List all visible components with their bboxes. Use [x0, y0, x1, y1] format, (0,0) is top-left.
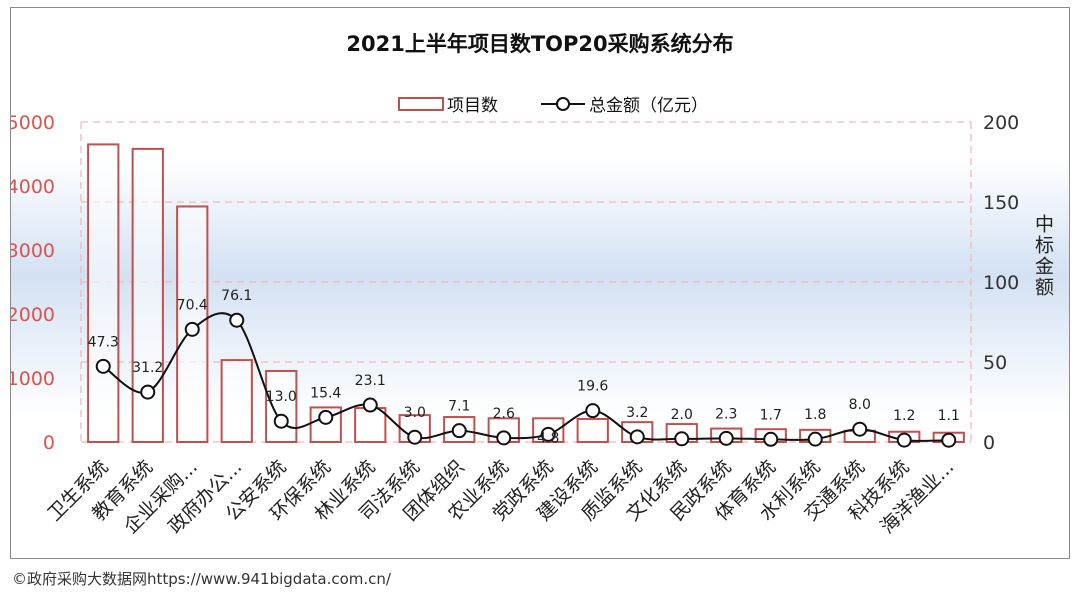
- line-point: [718, 430, 734, 446]
- point-value-label: 1.8: [804, 407, 826, 423]
- y-axis-left: 0 1000 2000 3000 4000 5000: [11, 112, 55, 454]
- point-labels: 47.3 31.2 70.4 76.1 13.0 15.4 23.1 3.0 7.1 2.6 4.8…: [88, 288, 960, 446]
- chart-title: 2021上半年项目数TOP20采购系统分布: [346, 32, 733, 56]
- line-point: [496, 430, 512, 446]
- footer-credit: ©政府采购大数据网https://www.941bigdata.com.cn/: [12, 570, 391, 588]
- legend-bar-label: 项目数: [447, 96, 498, 116]
- point-value-label: 8.0: [849, 397, 871, 413]
- chart-frame: 2021上半年项目数TOP20采购系统分布 项目数 总金额（亿元） 0 1000 2…: [10, 7, 1070, 559]
- line-point: [451, 423, 467, 439]
- line-point: [852, 421, 868, 437]
- line-point: [629, 429, 645, 445]
- point-value-label: 3.2: [626, 405, 648, 421]
- y-right-tick-label: 150: [983, 192, 1019, 214]
- line-point: [941, 432, 957, 448]
- point-value-label: 3.0: [404, 405, 426, 421]
- line-point: [763, 431, 779, 447]
- legend-line-label: 总金额（亿元）: [589, 96, 708, 116]
- line-point: [540, 426, 556, 442]
- y-right-tick-label: 50: [983, 352, 1007, 374]
- y-left-tick-label: 2000: [11, 304, 55, 326]
- line-point: [95, 358, 111, 374]
- point-value-label: 19.6: [577, 379, 608, 395]
- line-point: [407, 429, 423, 445]
- point-value-label: 15.4: [310, 385, 341, 401]
- y-right-tick-label: 100: [983, 272, 1019, 294]
- chart: 2021上半年项目数TOP20采购系统分布 项目数 总金额（亿元） 010002…: [11, 32, 1069, 538]
- bar-mark: [354, 407, 387, 443]
- bar-mark: [87, 143, 120, 443]
- bar-mark: [220, 359, 253, 443]
- y-right-axis-label: 中标金额: [1032, 214, 1054, 298]
- y-left-tick-label: 4000: [11, 176, 55, 198]
- point-value-label: 31.2: [132, 360, 163, 376]
- y-right-tick-label: 200: [983, 112, 1019, 134]
- point-value-label: 2.6: [493, 406, 515, 422]
- y-left-tick-label: 3000: [11, 240, 55, 262]
- line-point: [585, 403, 601, 419]
- y-left-tick-label: 0: [43, 432, 55, 454]
- point-value-label: 76.1: [221, 288, 252, 304]
- legend: 项目数 总金额（亿元）: [398, 96, 708, 116]
- bar-mark: [265, 369, 298, 443]
- x-axis-labels: 卫生系统教育系统企业采购...政府办公...公安系统环保系统林业系统司法系统团体…: [43, 456, 958, 538]
- point-value-label: 1.2: [893, 408, 915, 424]
- line-point: [273, 413, 289, 429]
- point-value-label: 47.3: [88, 334, 119, 350]
- amount-line: [95, 312, 957, 448]
- point-value-label: 70.4: [177, 297, 208, 313]
- line-point: [896, 432, 912, 448]
- point-value-label: 4.8: [537, 430, 559, 446]
- point-value-label: 7.1: [448, 399, 470, 415]
- line-point: [229, 312, 245, 328]
- line-point: [362, 397, 378, 413]
- line-point: [318, 409, 334, 425]
- point-value-label: 1.1: [938, 408, 960, 424]
- line-point: [807, 431, 823, 447]
- y-axis-right: 0 50 100 150 200 中标金额: [983, 112, 1054, 454]
- point-value-label: 2.3: [715, 406, 737, 422]
- y-left-tick-label: 5000: [11, 112, 55, 134]
- y-right-tick-label: 0: [983, 432, 995, 454]
- line-point: [184, 321, 200, 337]
- point-value-label: 1.7: [760, 407, 782, 423]
- line-point: [140, 384, 156, 400]
- point-value-label: 13.0: [266, 389, 297, 405]
- point-value-label: 23.1: [355, 373, 386, 389]
- point-value-label: 2.0: [671, 407, 693, 423]
- legend-bar-swatch: [398, 97, 444, 111]
- background-band: [11, 158, 1069, 418]
- line-point: [674, 431, 690, 447]
- legend-line-marker: [556, 97, 570, 111]
- y-left-tick-label: 1000: [11, 368, 55, 390]
- bar-mark: [576, 417, 609, 443]
